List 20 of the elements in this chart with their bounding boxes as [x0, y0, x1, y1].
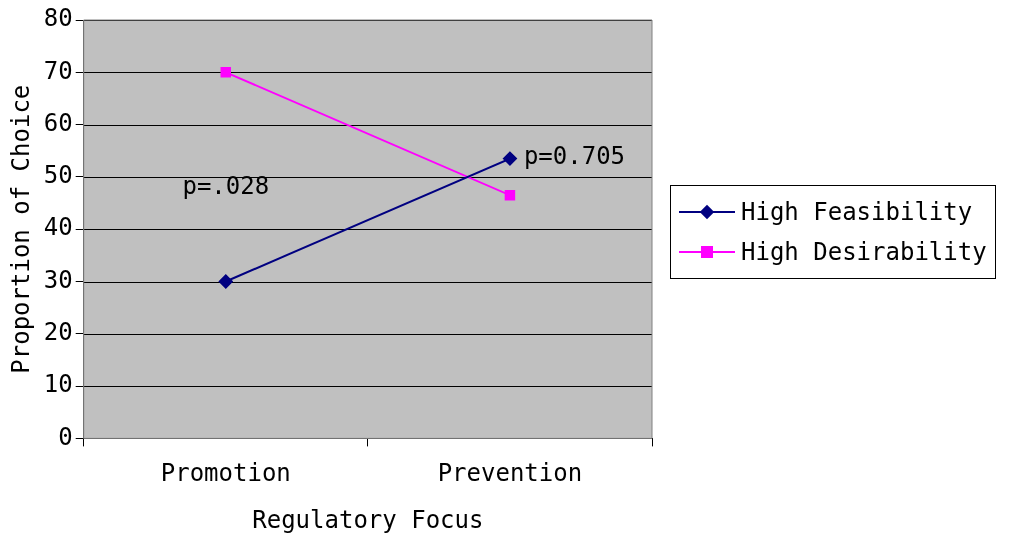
y-tick-label: 80 — [43, 4, 73, 33]
y-tick-label: 50 — [43, 161, 73, 190]
point — [218, 274, 233, 289]
legend-label: High Feasibility — [741, 198, 973, 226]
y-tick-label: 30 — [43, 265, 73, 294]
y-tick-label: 60 — [43, 108, 73, 137]
x-tick-label: Promotion — [160, 459, 291, 488]
point — [504, 189, 516, 201]
point — [502, 151, 517, 166]
y-tick-label: 10 — [43, 370, 73, 399]
y-axis-title: Proportion of Choice — [6, 84, 35, 374]
point — [220, 67, 232, 78]
x-axis-title: Regulatory Focus — [252, 505, 484, 534]
x-tick-label: Prevention — [437, 459, 583, 488]
y-tick-label: 40 — [43, 213, 73, 242]
annotation: p=0.705 — [523, 142, 626, 171]
y-tick-label: 0 — [58, 422, 73, 451]
legend-label: High Desirability — [741, 238, 987, 266]
y-tick-label: 70 — [43, 56, 73, 85]
y-tick-label: 20 — [43, 318, 73, 347]
